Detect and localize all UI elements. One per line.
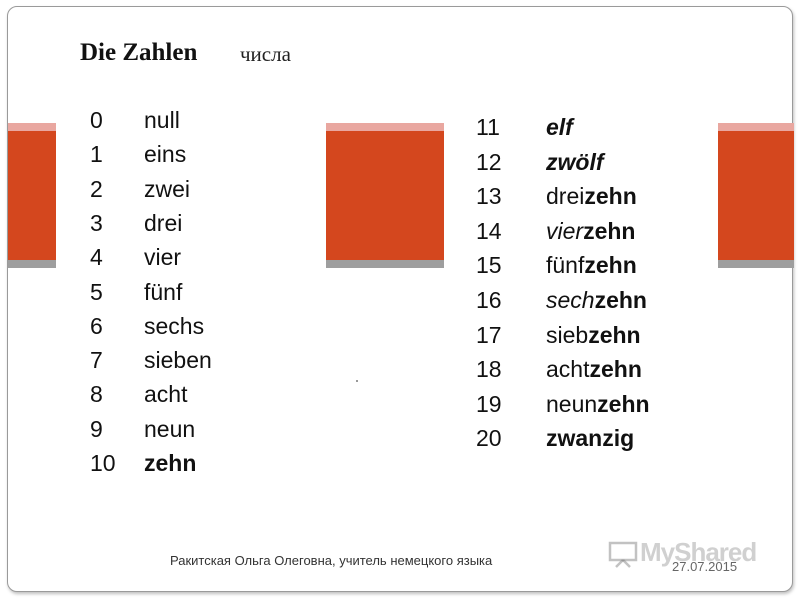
number-word: sechs (144, 312, 205, 339)
number-digit: 13 (476, 183, 502, 210)
number-digit: 10 (90, 450, 116, 476)
number-digit: 1 (90, 141, 103, 168)
number-word: sechzehn (546, 287, 647, 314)
numbers-card-11-20: 11 elf 12 zwölf 13 dreizehn 14 vierzehn 15 fünfze… (444, 86, 718, 468)
word-prefix: zwanzig (546, 425, 635, 452)
number-word: siebzehn (546, 322, 641, 349)
word-prefix: acht (546, 356, 590, 383)
accent-band-bottom-line (8, 260, 794, 268)
number-word: zwei (144, 175, 191, 202)
word-prefix: vier (546, 217, 584, 244)
word-suffix: zehn (597, 390, 650, 417)
footer-author: Ракитская Ольга Олеговна, учитель немецк… (170, 553, 493, 568)
number-digit: 11 (476, 114, 500, 140)
number-digit: 9 (90, 415, 103, 442)
number-digit: 14 (476, 217, 502, 244)
watermark-text: MyShared (640, 537, 757, 567)
number-digit: 4 (90, 244, 103, 271)
number-digit: 7 (90, 347, 103, 374)
number-digit: 8 (90, 381, 103, 408)
number-word: zwanzig (546, 425, 634, 452)
slide-subtitle: числа (240, 42, 291, 66)
number-word: dreizehn (546, 183, 637, 210)
number-digit: 2 (90, 175, 103, 202)
word-prefix: elf (546, 114, 573, 140)
number-word: neunzehn (546, 391, 650, 418)
number-word: zehn (144, 450, 197, 476)
number-word: zwölf (546, 149, 604, 176)
number-digit: 3 (90, 209, 103, 236)
number-digit: 20 (476, 425, 502, 452)
number-digit: 17 (476, 321, 502, 348)
number-digit: 6 (90, 312, 103, 339)
number-word: elf (546, 114, 573, 141)
word-prefix: zwölf (546, 148, 604, 175)
number-word: acht (144, 381, 188, 408)
speck (356, 380, 358, 382)
number-word: null (144, 107, 180, 133)
number-word: drei (144, 209, 183, 236)
word-prefix: sieb (546, 321, 589, 348)
number-digit: 12 (476, 148, 502, 175)
footer-date: 27.07.2015 (672, 559, 738, 574)
number-digit: 19 (476, 390, 502, 417)
word-prefix: neun (546, 390, 598, 417)
number-word: vierzehn (546, 218, 635, 245)
word-suffix: zehn (583, 217, 636, 244)
number-word: fünfzehn (546, 252, 637, 279)
number-digit: 5 (90, 278, 103, 305)
number-word: vier (144, 244, 182, 271)
numbers-card-0-10: Die Zahlen числа 0 null 1 eins 2 zwei 3 drei 4 vi… (56, 30, 358, 505)
presentation-icon (608, 541, 638, 568)
word-prefix: sech (546, 287, 595, 313)
word-prefix: fünf (546, 252, 585, 279)
number-word: neun (144, 415, 196, 442)
number-word: fünf (144, 278, 183, 305)
number-digit: 0 (90, 107, 103, 133)
slide-title: Die Zahlen (80, 39, 198, 66)
word-prefix: drei (546, 183, 585, 210)
number-digit: 15 (476, 252, 502, 279)
number-digit: 18 (476, 356, 502, 383)
word-suffix: zehn (589, 356, 642, 383)
word-suffix: zehn (594, 287, 647, 313)
number-word: achtzehn (546, 356, 642, 383)
number-word: sieben (144, 347, 212, 374)
word-suffix: zehn (584, 252, 637, 279)
number-word: eins (144, 141, 187, 168)
number-digit: 16 (476, 287, 502, 313)
word-suffix: zehn (588, 321, 641, 348)
accent-band-top-line (8, 123, 794, 131)
word-suffix: zehn (584, 183, 637, 210)
